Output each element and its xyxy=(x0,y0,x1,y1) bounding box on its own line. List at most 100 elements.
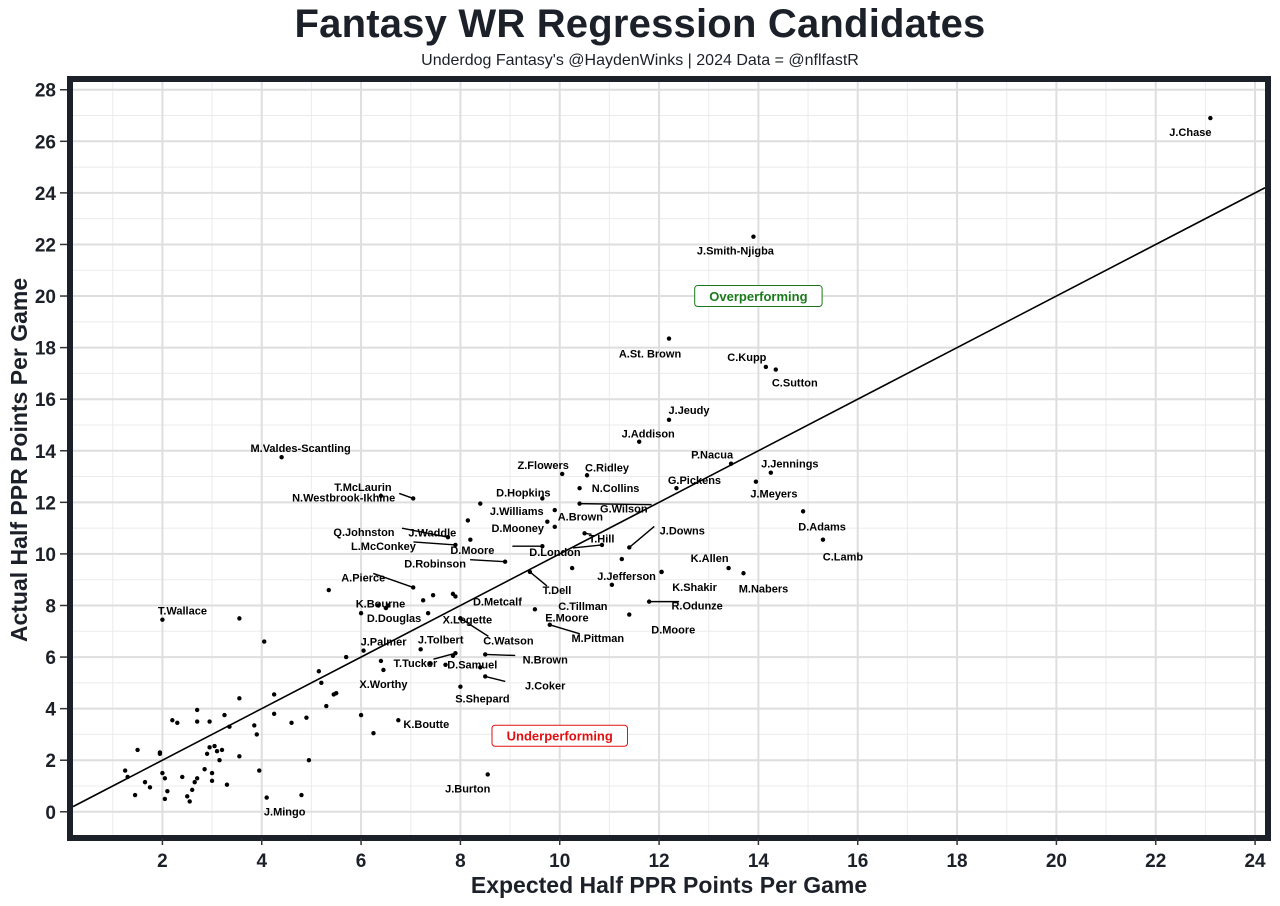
point-label-t-wallace: T.Wallace xyxy=(158,606,207,618)
data-point xyxy=(299,792,304,798)
data-point xyxy=(204,751,210,756)
data-point xyxy=(430,592,436,598)
data-point xyxy=(194,776,200,781)
label-leader-line xyxy=(485,675,506,683)
data-point-j-jeudy xyxy=(666,417,672,423)
data-point-d-hopkins xyxy=(540,496,545,501)
chart-subtitle: Underdog Fantasy's @HaydenWinks | 2024 D… xyxy=(421,52,859,69)
point-label-s-shepard: S.Shepard xyxy=(455,694,509,706)
label-leader-line xyxy=(579,502,652,506)
data-point-j-addison xyxy=(637,439,642,444)
point-label-d-samuel: D.Samuel xyxy=(447,659,497,671)
data-point xyxy=(343,654,349,660)
y-tick-label: 28 xyxy=(35,81,56,102)
data-point-c-kupp xyxy=(763,364,769,370)
reference-line xyxy=(72,187,1266,808)
x-tick-label: 16 xyxy=(847,851,868,872)
data-point-j-tolbert xyxy=(418,647,423,652)
data-point-m-valdes-scantling xyxy=(279,455,284,460)
point-label-t-dell: T.Dell xyxy=(543,585,572,597)
x-tick-label: 18 xyxy=(946,851,967,872)
x-axis-ticks: 2 4 6 8 10 12 14 16 18 20 22 24 xyxy=(157,838,1266,872)
data-point-j-burton xyxy=(485,772,490,777)
data-point xyxy=(428,661,433,666)
label-leader-line xyxy=(549,624,581,635)
point-label-d-adams: D.Adams xyxy=(798,521,846,533)
point-label-j-chase: J.Chase xyxy=(1169,127,1211,139)
label-leader-line xyxy=(529,571,548,587)
x-tick-label: 24 xyxy=(1244,851,1266,872)
data-point xyxy=(331,692,336,697)
point-label-c-kupp: C.Kupp xyxy=(727,352,766,364)
point-label-q-johnston: Q.Johnston xyxy=(333,527,394,539)
point-label-m-valdes-scantling: M.Valdes-Scantling xyxy=(250,443,350,455)
data-point xyxy=(160,770,165,776)
data-point-c-sutton xyxy=(773,367,778,372)
data-point xyxy=(122,768,128,773)
label-leader-line xyxy=(572,544,603,549)
data-point xyxy=(207,745,212,750)
data-point-j-williams xyxy=(552,507,557,513)
label-leader-line xyxy=(485,653,516,657)
y-tick-label: 18 xyxy=(35,339,56,360)
point-label-j-smith-njigba: J.Smith-Njigba xyxy=(697,246,775,258)
data-point-j-mingo xyxy=(264,795,269,800)
data-point xyxy=(217,758,222,763)
data-point xyxy=(190,787,195,793)
point-label-j-williams: J.Williams xyxy=(490,506,544,518)
x-tick-label: 10 xyxy=(549,851,570,872)
point-label-a-st-brown: A.St. Brown xyxy=(619,349,682,361)
data-point xyxy=(175,720,180,726)
x-tick-label: 12 xyxy=(648,851,669,872)
y-tick-label: 8 xyxy=(45,596,56,617)
data-point-d-mooney xyxy=(552,524,557,530)
data-point xyxy=(212,743,217,749)
data-point xyxy=(157,751,163,756)
point-label-k-shakir: K.Shakir xyxy=(672,582,717,594)
y-tick-label: 22 xyxy=(35,235,56,256)
plot-frame xyxy=(67,76,1271,841)
data-point-z-flowers xyxy=(560,471,565,477)
point-label-d-metcalf: D.Metcalf xyxy=(473,596,522,608)
point-label-g-wilson: G.Wilson xyxy=(600,504,648,516)
point-label-c-lamb: C.Lamb xyxy=(823,552,864,564)
data-point xyxy=(125,774,130,780)
y-tick-label: 6 xyxy=(45,648,56,669)
data-point xyxy=(219,747,225,753)
data-point-x-worthy xyxy=(381,667,386,673)
point-label-j-waddle: J.Waddle xyxy=(408,528,456,540)
data-point xyxy=(619,556,625,562)
point-label-j-meyers: J.Meyers xyxy=(750,489,797,501)
data-point xyxy=(443,662,448,668)
y-tick-label: 2 xyxy=(45,751,56,772)
label-leader-line xyxy=(584,532,592,535)
data-point xyxy=(262,639,267,644)
point-label-d-mooney: D.Mooney xyxy=(491,523,544,535)
data-point xyxy=(214,748,220,754)
data-point-c-ridley xyxy=(584,473,590,478)
data-point xyxy=(254,732,259,737)
data-point-j-smith-njigba xyxy=(751,234,756,239)
point-label-j-palmer: J.Palmer xyxy=(361,637,408,649)
data-point xyxy=(237,754,242,759)
data-point-k-bourne xyxy=(376,603,381,608)
point-label-m-nabers: M.Nabers xyxy=(739,583,789,595)
label-leader-line xyxy=(413,541,456,546)
annotation-box xyxy=(694,285,823,308)
data-point-a-st-brown xyxy=(666,336,672,341)
point-label-g-pickens: G.Pickens xyxy=(668,475,721,487)
point-label-d-moore: D.Moore xyxy=(651,625,695,637)
point-label-x-worthy: X.Worthy xyxy=(359,679,408,691)
data-point xyxy=(135,747,140,753)
data-point xyxy=(425,611,431,616)
annotation-underperforming: Underperforming xyxy=(507,729,613,744)
data-point-k-boutte xyxy=(396,718,401,723)
data-point xyxy=(289,720,294,726)
data-point-c-lamb xyxy=(820,537,826,542)
data-point-d-samuel xyxy=(478,665,483,670)
point-label-t-hill: T.Hill xyxy=(589,533,615,545)
point-label-k-boutte: K.Boutte xyxy=(403,719,449,731)
y-tick-label: 12 xyxy=(35,493,56,514)
